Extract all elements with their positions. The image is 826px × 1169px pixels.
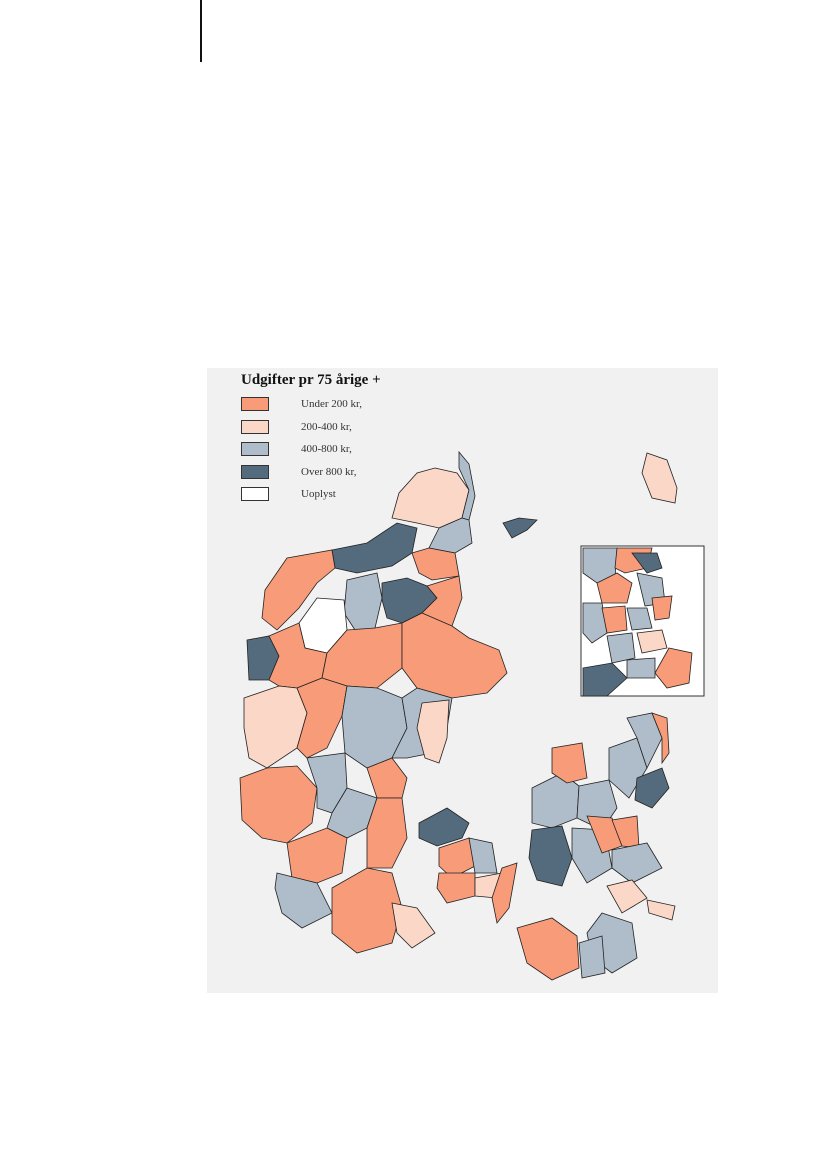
municipality	[634, 767, 670, 809]
page-margin-rule	[200, 0, 202, 62]
municipality	[436, 872, 476, 904]
municipality	[611, 842, 663, 884]
municipality	[651, 595, 673, 621]
municipality	[274, 872, 333, 929]
municipality	[626, 657, 656, 679]
legend-item-over-800: Over 800 kr,	[241, 461, 381, 484]
legend-item-uoplyst: Uoplyst	[241, 483, 381, 506]
municipality	[551, 742, 588, 784]
choropleth-map: Udgifter pr 75 årige + Under 200 kr, 200…	[207, 368, 718, 993]
municipality	[516, 917, 580, 981]
legend-label: Over 800 kr,	[301, 465, 357, 478]
municipality	[626, 712, 663, 770]
municipality	[343, 572, 383, 634]
zealand	[528, 712, 676, 974]
legend-swatch	[241, 487, 269, 502]
municipality	[366, 797, 408, 869]
municipality	[646, 899, 676, 921]
legend-item-400-800: 400-800 kr,	[241, 438, 381, 461]
legend-swatch	[241, 419, 269, 434]
municipality	[438, 837, 476, 879]
map-legend: Udgifter pr 75 årige + Under 200 kr, 200…	[241, 372, 381, 506]
municipality	[458, 450, 476, 521]
municipality	[401, 612, 508, 699]
funen	[418, 807, 518, 924]
legend-label: 200-400 kr,	[301, 420, 352, 433]
jutland	[239, 450, 508, 954]
municipality	[606, 632, 636, 664]
municipality	[651, 712, 670, 765]
legend-swatch	[241, 464, 269, 479]
municipality	[636, 629, 668, 654]
municipality	[626, 607, 653, 631]
municipality	[416, 699, 450, 764]
legend-label: Under 200 kr,	[301, 398, 362, 411]
municipality	[239, 765, 318, 844]
municipality	[578, 935, 606, 979]
municipality	[331, 522, 418, 574]
municipality	[261, 549, 336, 631]
legend-label: 400-800 kr,	[301, 443, 352, 456]
legend-swatch	[241, 397, 269, 412]
lolland-falster	[516, 917, 606, 981]
municipality	[582, 662, 628, 697]
municipality	[596, 572, 633, 604]
municipality	[418, 807, 470, 847]
municipality	[243, 685, 308, 769]
municipality	[528, 825, 573, 887]
municipality	[502, 517, 538, 539]
legend-item-under-200: Under 200 kr,	[241, 393, 381, 416]
municipality	[654, 647, 693, 689]
legend-title: Udgifter pr 75 årige +	[241, 372, 381, 388]
municipality	[641, 452, 678, 504]
municipality	[391, 467, 470, 529]
municipality	[468, 837, 498, 874]
legend-label: Uoplyst	[301, 488, 336, 501]
municipality	[411, 547, 460, 581]
legend-swatch	[241, 442, 269, 457]
municipality	[366, 757, 408, 799]
copenhagen-inset	[580, 545, 705, 697]
municipality	[491, 862, 518, 924]
municipality	[296, 677, 348, 759]
municipality	[601, 605, 628, 634]
municipality	[331, 867, 403, 954]
municipality	[631, 552, 663, 574]
municipality	[582, 602, 608, 644]
legend-item-200-400: 200-400 kr,	[241, 416, 381, 439]
denmark-map-svg	[239, 450, 705, 981]
municipality	[606, 879, 648, 914]
small-islands	[502, 452, 678, 539]
municipality	[391, 902, 436, 949]
